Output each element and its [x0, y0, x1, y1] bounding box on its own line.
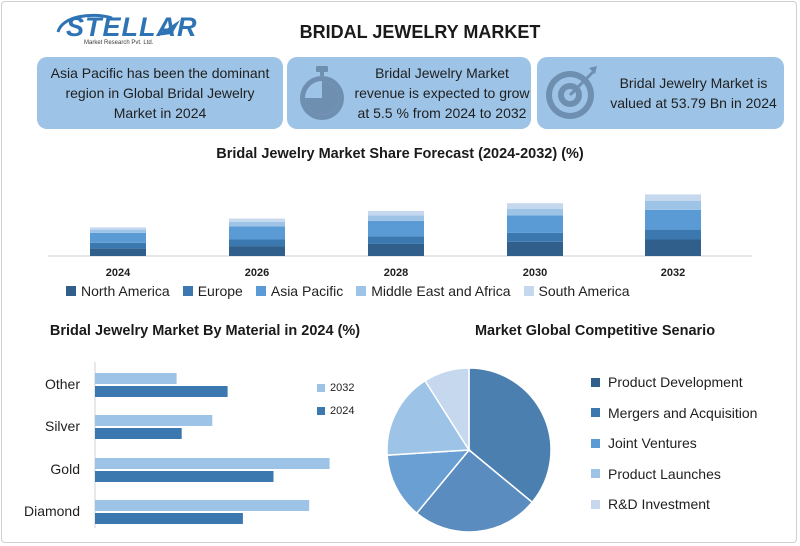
- page-title: BRIDAL JEWELRY MARKET: [299, 22, 541, 42]
- legend-label: Europe: [197, 283, 243, 299]
- legend-label: Middle East and Africa: [371, 283, 511, 299]
- logo-text: STELLAR: [66, 12, 198, 42]
- legend-swatch: [255, 286, 266, 296]
- legend-item-product-development: Product Development: [591, 374, 743, 390]
- legend-item-asia-pacific: Asia Pacific: [255, 283, 344, 299]
- legend-swatch: [591, 499, 600, 509]
- x-tick-2026: 2026: [244, 267, 270, 279]
- legend-item-joint-ventures: Joint Ventures: [591, 435, 697, 451]
- legend-label: Asia Pacific: [270, 283, 344, 299]
- legend-swatch: [591, 469, 600, 478]
- legend-item-middle-east-and-africa: Middle East and Africa: [356, 283, 511, 299]
- y-tick-other: Other: [44, 376, 80, 392]
- legend-item-r-d-investment: R&D Investment: [591, 496, 710, 512]
- info-card-region: Asia Pacific has been the dominant regio…: [37, 57, 283, 129]
- legend-label: 2032: [330, 382, 355, 394]
- legend-item-north-america: North America: [66, 283, 170, 299]
- legend-item-2024: 2024: [317, 405, 354, 417]
- x-tick-2024: 2024: [105, 267, 131, 279]
- info-card-growth: Bridal Jewelry Market revenue is expecte…: [287, 57, 531, 129]
- legend-swatch: [182, 286, 193, 296]
- stellar-logo: STELLAR Market Research Pvt. Ltd.: [52, 10, 197, 50]
- legend-label: Product Launches: [608, 465, 721, 482]
- legend-item-mergers-and-acquisition: Mergers and Acquisition: [591, 405, 757, 421]
- legend-item-2032: 2032: [317, 382, 354, 394]
- info-card-value: Bridal Jewelry Market is valued at 53.79…: [537, 57, 784, 129]
- legend-item-south-america: South America: [523, 283, 630, 299]
- legend-swatch: [66, 286, 76, 296]
- x-tick-2030: 2030: [522, 267, 548, 279]
- legend-swatch: [591, 438, 600, 448]
- target-icon: [546, 66, 597, 119]
- y-tick-silver: Silver: [44, 418, 80, 434]
- y-tick-gold: Gold: [50, 461, 80, 477]
- legend-label: Product Development: [608, 374, 743, 390]
- logo-swoosh-icon: [56, 13, 180, 36]
- info-card-value-text: Bridal Jewelry Market is valued at 53.79…: [610, 75, 777, 111]
- legend-swatch: [317, 407, 325, 415]
- forecast-chart-title: Bridal Jewelry Market Share Forecast (20…: [216, 146, 584, 162]
- competitive-chart-title: Market Global Competitive Senario: [474, 323, 716, 339]
- legend-label: R&D Investment: [608, 496, 710, 512]
- logo-subtitle: Market Research Pvt. Ltd.: [84, 40, 154, 46]
- legend-item-product-launches: Product Launches: [591, 466, 721, 482]
- legend-item-europe: Europe: [182, 283, 243, 299]
- info-card-growth-text: Bridal Jewelry Market revenue is expecte…: [354, 65, 530, 121]
- info-card-region-text: Asia Pacific has been the dominant regio…: [50, 65, 270, 121]
- stopwatch-icon: [300, 66, 344, 120]
- legend-label: 2024: [330, 405, 355, 417]
- y-tick-diamond: Diamond: [23, 503, 80, 519]
- legend-swatch: [523, 286, 534, 296]
- legend-label: Mergers and Acquisition: [608, 404, 758, 421]
- legend-swatch: [356, 286, 367, 296]
- x-tick-2032: 2032: [660, 267, 686, 279]
- legend-swatch: [317, 384, 325, 392]
- x-tick-2028: 2028: [383, 267, 409, 279]
- legend-swatch: [591, 377, 600, 387]
- material-chart-title: Bridal Jewelry Market By Material in 202…: [49, 323, 361, 339]
- forecast-legend: North America Europe Asia Pacific Middle Ea…: [66, 283, 643, 299]
- legend-label: Joint Ventures: [608, 435, 697, 451]
- legend-swatch: [591, 408, 600, 417]
- legend-label: North America: [81, 283, 170, 299]
- legend-label: South America: [538, 283, 630, 299]
